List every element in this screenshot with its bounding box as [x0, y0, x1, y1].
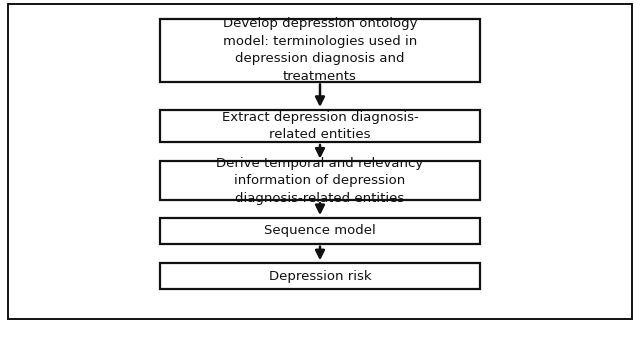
Text: Figure 1. Flowchart of the DKDD Framework: Figure 1. Flowchart of the DKDD Framewor…: [6, 332, 372, 347]
Bar: [160, 218, 480, 244]
Text: Extract depression diagnosis-
related entities: Extract depression diagnosis- related en…: [221, 111, 419, 141]
Text: Depression risk: Depression risk: [269, 269, 371, 283]
Bar: [160, 263, 480, 289]
Bar: [160, 110, 480, 142]
Text: Sequence model: Sequence model: [264, 224, 376, 237]
Text: Derive temporal and relevancy
information of depression
diagnosis-related entiti: Derive temporal and relevancy informatio…: [216, 157, 424, 205]
Bar: [160, 19, 480, 82]
Text: Develop depression ontology
model: terminologies used in
depression diagnosis an: Develop depression ontology model: termi…: [223, 17, 417, 83]
Bar: [160, 162, 480, 200]
